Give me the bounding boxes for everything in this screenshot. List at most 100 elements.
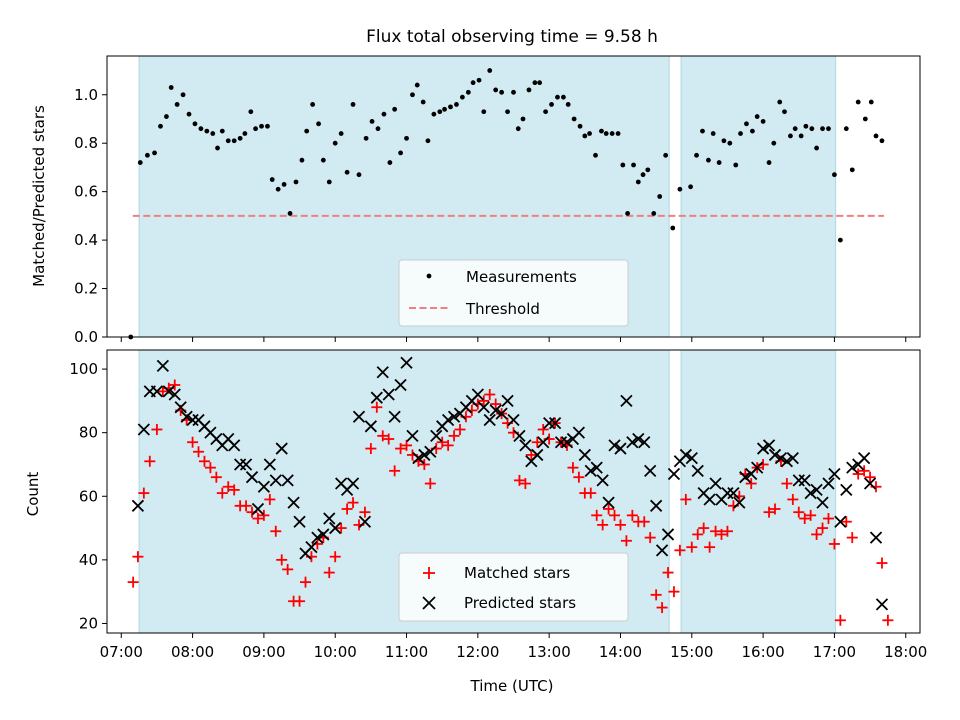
matched-star-point bbox=[846, 532, 858, 544]
matched-star-point bbox=[585, 487, 597, 499]
measurement-point bbox=[663, 152, 669, 158]
matched-star-point bbox=[626, 509, 638, 521]
measurement-point bbox=[635, 179, 641, 185]
y-tick-label: 0.6 bbox=[74, 183, 98, 201]
matched-star-point bbox=[662, 567, 674, 579]
predicted-star-point bbox=[703, 493, 716, 506]
matched-star-point bbox=[377, 430, 389, 442]
matched-star-point bbox=[401, 439, 413, 451]
predicted-star-point bbox=[281, 474, 294, 487]
measurement-point bbox=[631, 162, 636, 168]
matched-star-point bbox=[721, 525, 733, 537]
matched-star-point bbox=[597, 519, 609, 531]
measurement-point bbox=[275, 186, 281, 192]
predicted-star-point bbox=[804, 486, 817, 500]
predicted-star-point bbox=[548, 416, 562, 430]
measurement-point bbox=[694, 152, 699, 158]
measurement-point bbox=[487, 68, 493, 73]
measurement-point bbox=[782, 109, 787, 115]
predicted-star-point bbox=[691, 464, 704, 477]
predicted-star-point bbox=[400, 356, 413, 369]
measurement-point bbox=[248, 109, 254, 115]
matched-star-point bbox=[858, 465, 870, 477]
measurement-point bbox=[186, 111, 192, 117]
measurement-point bbox=[593, 152, 598, 158]
matched-star-point bbox=[882, 614, 894, 626]
y-tick-label: 20 bbox=[79, 614, 98, 632]
measurement-point bbox=[459, 94, 465, 100]
predicted-star-point bbox=[412, 451, 425, 465]
predicted-star-point bbox=[305, 541, 318, 554]
matched-star-point bbox=[567, 462, 579, 474]
matched-star-point bbox=[383, 433, 395, 445]
matched-star-point bbox=[876, 557, 888, 569]
matched-star-point bbox=[484, 389, 496, 401]
measurement-point bbox=[603, 131, 609, 136]
measurement-point bbox=[814, 145, 819, 151]
measurement-point bbox=[363, 135, 369, 141]
predicted-star-point bbox=[186, 413, 199, 427]
predicted-star-point bbox=[317, 528, 330, 541]
measurement-point bbox=[448, 104, 453, 110]
predicted-star-point bbox=[251, 502, 265, 516]
predicted-star-point bbox=[768, 448, 782, 462]
matched-star-point bbox=[138, 487, 150, 499]
matched-star-point bbox=[573, 471, 585, 483]
matched-star-point bbox=[228, 484, 240, 496]
measurement-point bbox=[716, 160, 722, 165]
measurement-point bbox=[832, 172, 837, 178]
matched-star-point bbox=[680, 493, 692, 505]
predicted-star-point bbox=[382, 388, 395, 401]
measurement-point bbox=[651, 211, 657, 216]
matched-star-point bbox=[668, 586, 680, 598]
y-tick-label: 1.0 bbox=[74, 86, 98, 104]
measurement-point bbox=[505, 109, 510, 115]
matched-star-point bbox=[745, 478, 757, 490]
matched-star-point bbox=[828, 538, 840, 550]
predicted-star-point bbox=[311, 531, 324, 544]
predicted-star-point bbox=[245, 471, 259, 484]
bottom-legend: Matched stars Predicted stars bbox=[398, 552, 629, 622]
measurement-point bbox=[798, 133, 804, 139]
matched-star-point bbox=[395, 443, 407, 455]
matched-star-point bbox=[686, 541, 698, 553]
matched-star-point bbox=[638, 516, 650, 528]
measurement-point bbox=[499, 89, 505, 95]
measurement-point bbox=[766, 160, 772, 165]
predicted-star-point bbox=[751, 461, 764, 474]
measurement-point bbox=[710, 131, 716, 136]
measurement-point bbox=[381, 111, 387, 117]
matched-star-point bbox=[537, 423, 549, 435]
predicted-star-point bbox=[792, 474, 805, 487]
predicted-star-point bbox=[275, 442, 288, 455]
measurement-point bbox=[706, 157, 711, 163]
plot-frame bbox=[106, 349, 921, 634]
measurement-point bbox=[338, 131, 344, 136]
measurement-point bbox=[219, 128, 225, 134]
matched-star-point bbox=[614, 519, 626, 531]
measurement-point bbox=[700, 128, 705, 134]
x-tick-label: 18:00 bbox=[884, 643, 927, 661]
predicted-star-point bbox=[162, 385, 175, 398]
measurement-point bbox=[344, 169, 350, 175]
predicted-star-point bbox=[840, 483, 853, 497]
predicted-star-point bbox=[287, 496, 300, 509]
matched-star-point bbox=[448, 430, 460, 442]
matched-star-point bbox=[525, 449, 537, 461]
measurement-point bbox=[310, 102, 316, 107]
measurement-point bbox=[398, 150, 403, 156]
matched-star-point bbox=[294, 595, 306, 607]
measurement-point bbox=[375, 126, 381, 132]
measurement-point bbox=[849, 167, 855, 173]
predicted-star-point bbox=[857, 451, 871, 465]
predicted-star-point bbox=[180, 410, 193, 423]
matched-star-point bbox=[674, 544, 686, 556]
matched-star-point bbox=[151, 423, 163, 435]
measurement-point bbox=[803, 123, 809, 129]
predicted-star-point bbox=[228, 439, 241, 452]
measurement-point bbox=[526, 87, 532, 93]
y-tick-label: 0.4 bbox=[74, 231, 98, 249]
top-panel: 0.0 0.2 0.4 0.6 0.8 1.0 Matched/Predicted sta… bbox=[30, 55, 921, 346]
measurement-point bbox=[287, 211, 293, 216]
matched-star-point bbox=[323, 567, 335, 579]
